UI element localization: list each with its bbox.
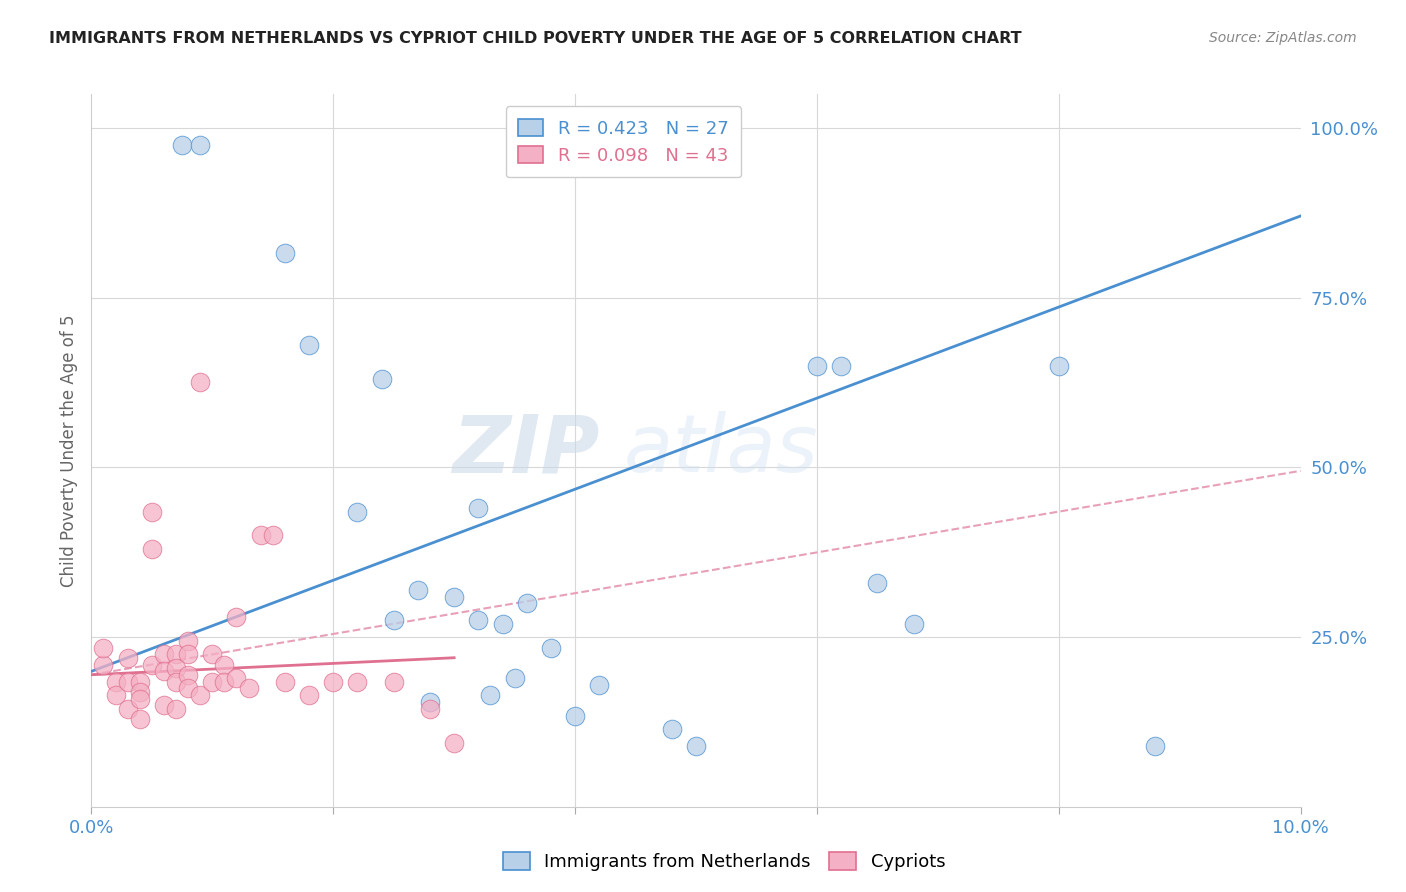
Point [685, 739, 707, 753]
Point [153, 698, 176, 713]
Point [214, 674, 236, 689]
Point [806, 359, 828, 373]
Point [661, 722, 683, 736]
Point [866, 576, 889, 591]
Point [165, 674, 187, 689]
Point [1144, 739, 1167, 753]
Point [117, 702, 139, 716]
Point [346, 674, 368, 689]
Point [153, 665, 176, 679]
Point [153, 648, 176, 662]
Text: Source: ZipAtlas.com: Source: ZipAtlas.com [1209, 31, 1357, 45]
Point [104, 688, 127, 702]
Point [382, 674, 405, 689]
Point [128, 691, 150, 706]
Point [443, 736, 465, 750]
Point [830, 359, 852, 373]
Point [165, 661, 187, 675]
Point [177, 633, 200, 648]
Text: IMMIGRANTS FROM NETHERLANDS VS CYPRIOT CHILD POVERTY UNDER THE AGE OF 5 CORRELAT: IMMIGRANTS FROM NETHERLANDS VS CYPRIOT C… [49, 31, 1022, 46]
Point [540, 640, 562, 655]
Point [443, 590, 465, 604]
Point [503, 671, 526, 685]
Point [225, 610, 247, 624]
Point [177, 681, 200, 696]
Text: ZIP: ZIP [451, 411, 599, 490]
Point [406, 582, 429, 597]
Point [188, 137, 211, 152]
Point [117, 674, 139, 689]
Legend: R = 0.423   N = 27, R = 0.098   N = 43: R = 0.423 N = 27, R = 0.098 N = 43 [506, 106, 741, 178]
Point [322, 674, 344, 689]
Point [165, 648, 187, 662]
Point [201, 648, 224, 662]
Point [274, 246, 297, 260]
Point [141, 657, 163, 672]
Point [188, 376, 211, 390]
Point [128, 712, 150, 726]
Point [467, 613, 489, 627]
Point [491, 616, 513, 631]
Point [141, 505, 163, 519]
Point [346, 505, 368, 519]
Point [165, 702, 187, 716]
Point [588, 678, 610, 692]
Point [419, 695, 441, 709]
Y-axis label: Child Poverty Under the Age of 5: Child Poverty Under the Age of 5 [59, 314, 77, 587]
Point [382, 613, 405, 627]
Point [370, 372, 392, 386]
Point [479, 688, 502, 702]
Point [128, 674, 150, 689]
Point [188, 688, 211, 702]
Point [177, 648, 200, 662]
Point [274, 674, 297, 689]
Point [172, 137, 194, 152]
Point [262, 528, 284, 542]
Point [201, 674, 224, 689]
Point [93, 640, 115, 655]
Point [117, 650, 139, 665]
Point [298, 338, 321, 352]
Legend: Immigrants from Netherlands, Cypriots: Immigrants from Netherlands, Cypriots [496, 846, 952, 879]
Text: atlas: atlas [623, 411, 818, 490]
Point [128, 684, 150, 698]
Point [1047, 359, 1070, 373]
Point [177, 667, 200, 681]
Point [467, 501, 489, 516]
Point [903, 616, 925, 631]
Point [104, 674, 127, 689]
Point [225, 671, 247, 685]
Point [214, 657, 236, 672]
Point [298, 688, 321, 702]
Point [419, 702, 441, 716]
Point [141, 541, 163, 556]
Point [249, 528, 271, 542]
Point [564, 708, 586, 723]
Point [238, 681, 260, 696]
Point [516, 596, 538, 610]
Point [93, 657, 115, 672]
